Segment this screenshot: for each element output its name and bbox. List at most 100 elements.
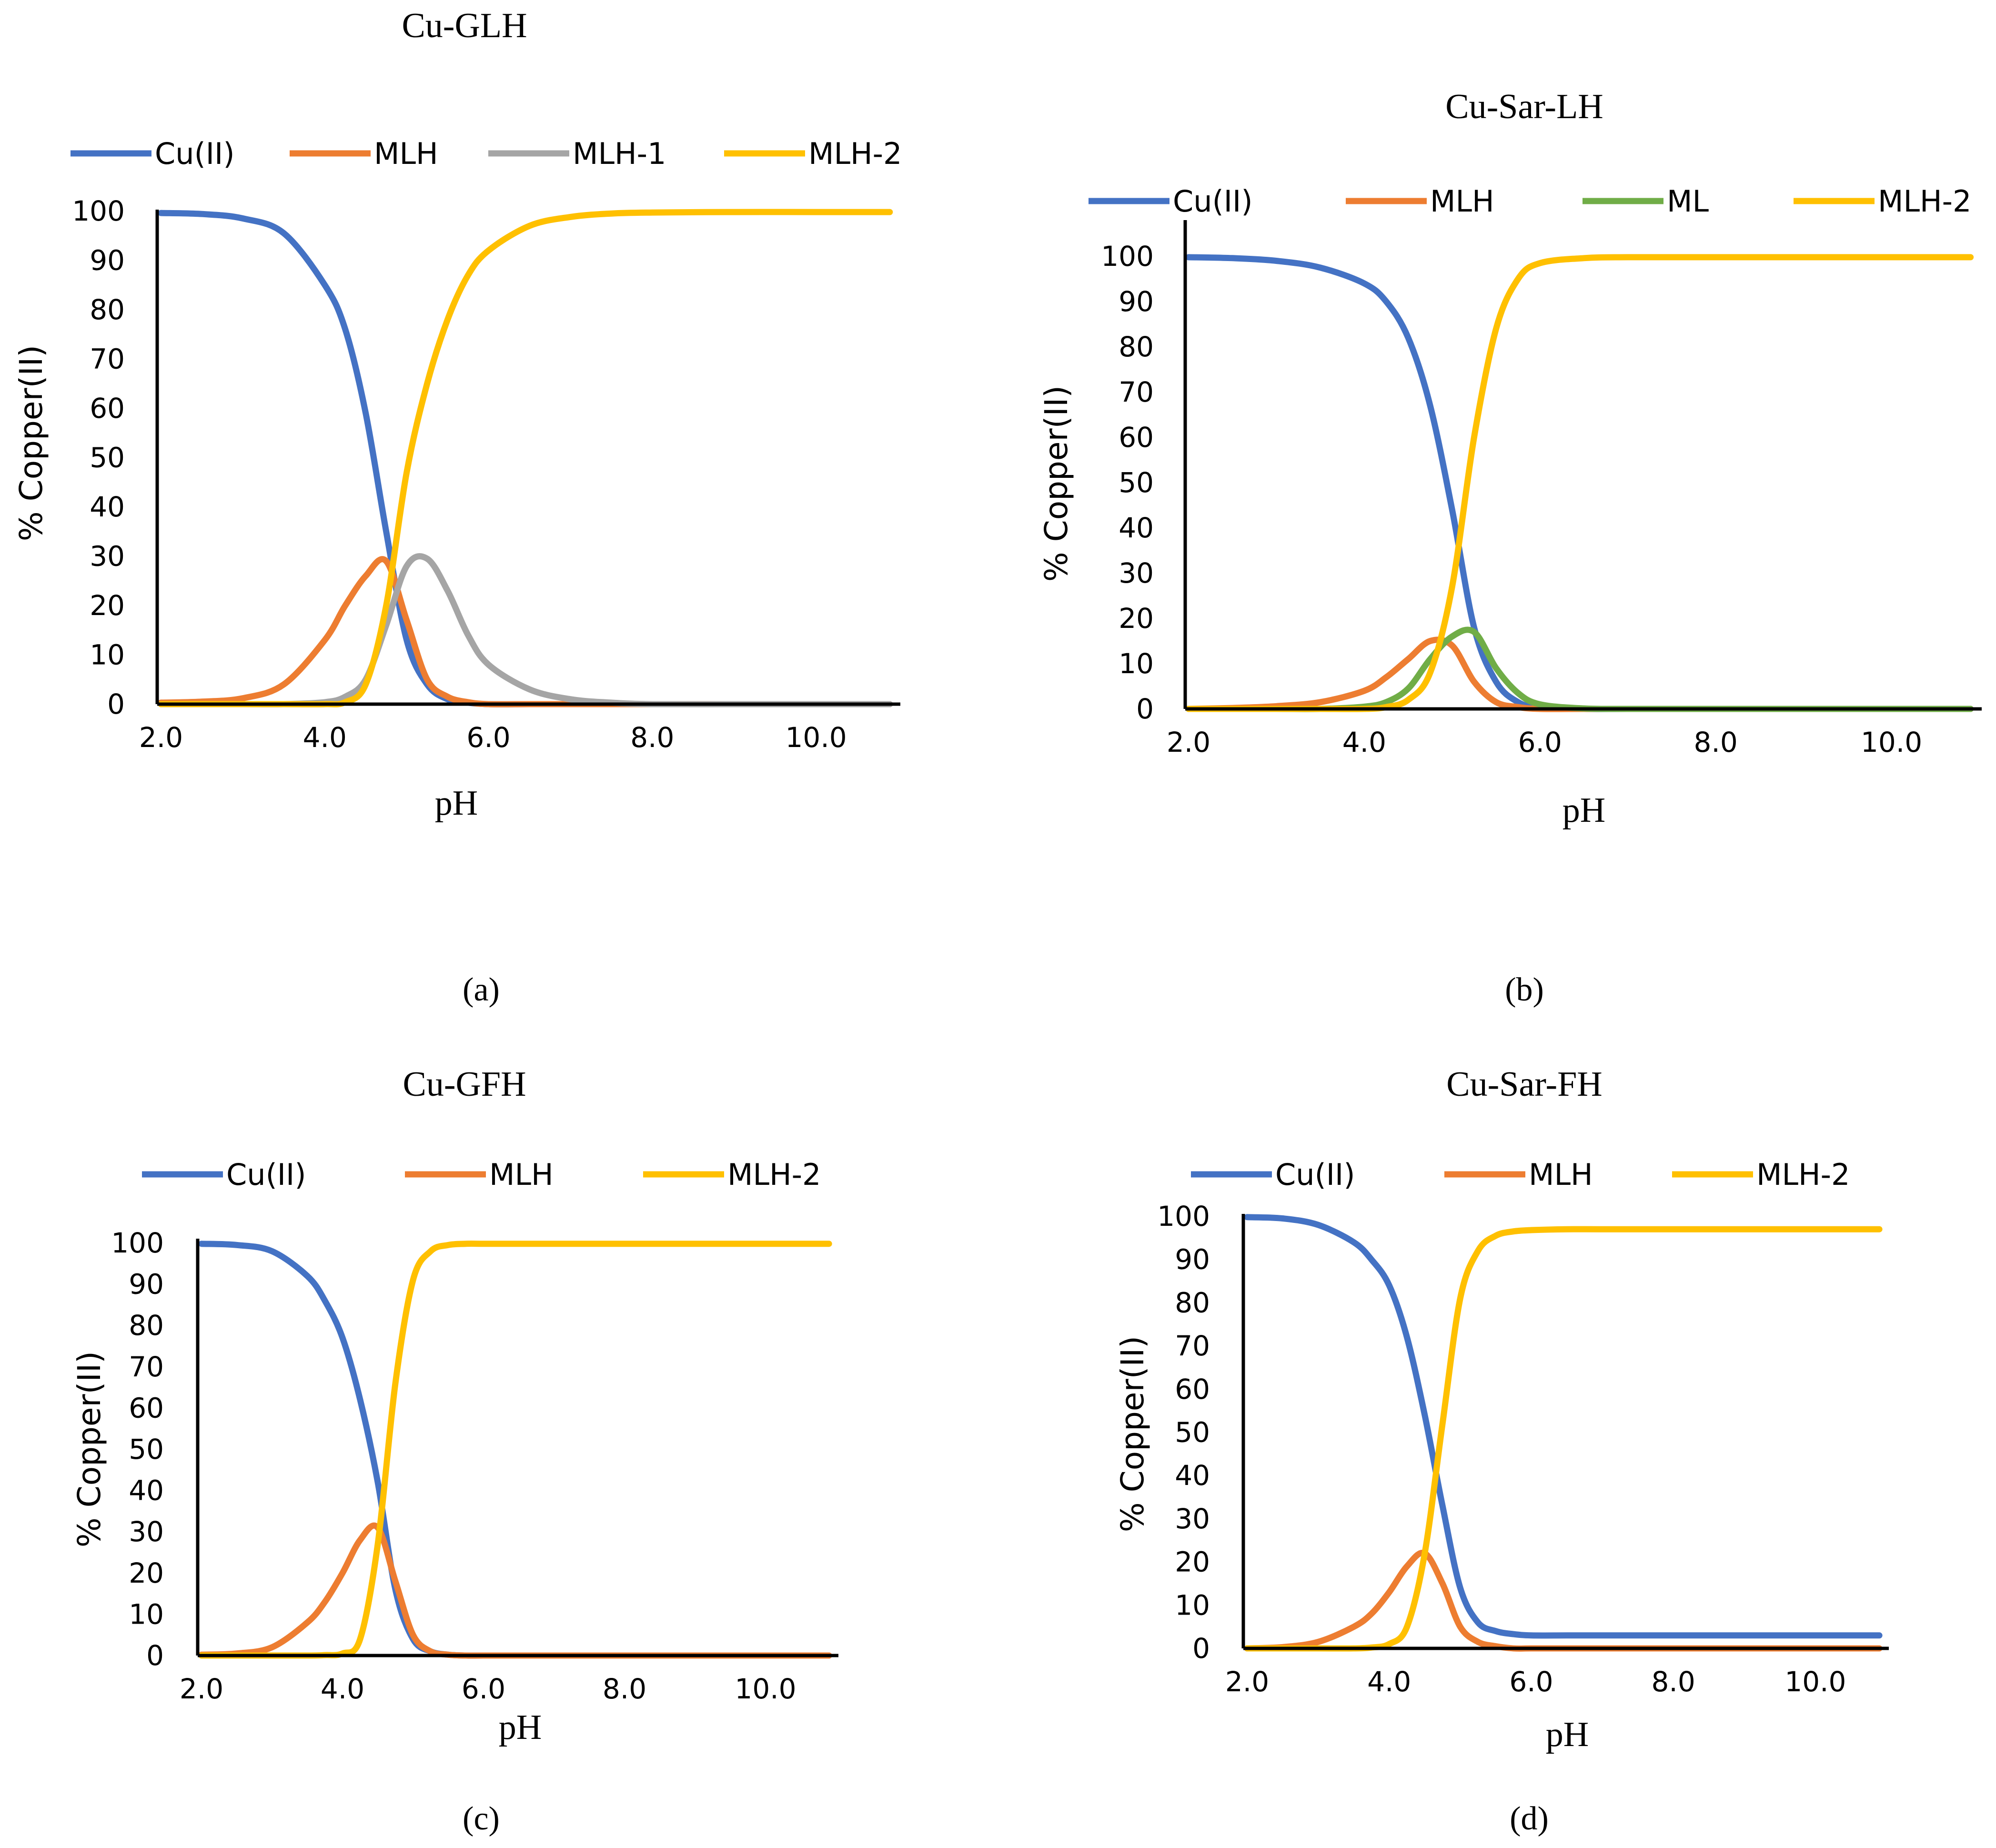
- y-tick-label: 0: [1192, 1632, 1210, 1665]
- y-tick-label: 80: [90, 293, 125, 326]
- series-line-mlh: [1185, 636, 1974, 712]
- y-tick-label: 10: [129, 1598, 164, 1630]
- y-tick-labels: 0 10 20 30 40 50 60 70 80 90 100: [1157, 1200, 1210, 1665]
- legend-label-mlh-2: MLH-2: [1878, 184, 1971, 219]
- chart-title: Cu-GFH: [403, 1065, 526, 1104]
- x-tick-labels: 2.0 4.0 6.0 8.0 10.0: [139, 721, 847, 754]
- y-tick-label: 30: [90, 540, 125, 573]
- y-tick-label: 60: [129, 1392, 164, 1424]
- series-line-cu-ii: [158, 210, 893, 707]
- y-tick-label: 0: [146, 1639, 164, 1672]
- panel-caption: (a): [463, 971, 500, 1008]
- x-tick-label: 10.0: [786, 721, 847, 754]
- y-tick-label: 70: [1175, 1330, 1210, 1362]
- legend-label-cu-ii: Cu(II): [155, 136, 235, 171]
- x-tick-label: 10.0: [1784, 1666, 1846, 1698]
- series-line-cu-ii: [198, 1241, 832, 1659]
- series-line-ml: [1185, 626, 1974, 712]
- legend-label-cu-ii: Cu(II): [1173, 184, 1253, 219]
- x-tick-label: 2.0: [1167, 726, 1210, 758]
- y-tick-label: 80: [1119, 331, 1154, 363]
- y-tick-label: 20: [129, 1557, 164, 1589]
- y-tick-label: 40: [1119, 512, 1154, 544]
- y-tick-label: 80: [1175, 1286, 1210, 1319]
- y-tick-label: 50: [90, 442, 125, 474]
- series-lines: [1244, 1214, 1883, 1652]
- y-tick-label: 50: [1175, 1416, 1210, 1449]
- x-tick-label: 6.0: [1518, 726, 1562, 758]
- legend-label-mlh: MLH: [1529, 1157, 1593, 1192]
- legend-label-ml: ML: [1667, 184, 1709, 219]
- x-tick-label: 8.0: [1694, 726, 1738, 758]
- y-tick-label: 70: [1119, 376, 1154, 408]
- panel-caption: (c): [463, 1800, 500, 1837]
- x-tick-label: 6.0: [466, 721, 510, 754]
- chart-title: Cu-GLH: [402, 6, 527, 45]
- series-lines: [158, 209, 893, 707]
- x-axis-label: pH: [1563, 791, 1605, 830]
- y-tick-label: 90: [1119, 285, 1154, 318]
- y-tick-label: 90: [1175, 1243, 1210, 1276]
- y-tick-label: 100: [1157, 1200, 1210, 1232]
- y-tick-label: 10: [1175, 1589, 1210, 1621]
- y-axis-label: % Copper(II): [71, 1351, 108, 1547]
- legend-label-mlh: MLH: [489, 1157, 554, 1192]
- y-tick-label: 30: [1175, 1503, 1210, 1535]
- series-line-mlh-2: [158, 209, 893, 707]
- y-axis-label: % Copper(II): [1038, 385, 1075, 582]
- y-tick-label: 70: [90, 343, 125, 375]
- y-tick-label: 100: [72, 195, 125, 227]
- y-tick-label: 80: [129, 1309, 164, 1342]
- y-tick-label: 10: [1119, 647, 1154, 680]
- legend-label-mlh-1: MLH-1: [573, 136, 666, 171]
- y-tick-label: 100: [111, 1227, 164, 1259]
- y-tick-label: 40: [90, 491, 125, 523]
- x-tick-label: 2.0: [1225, 1666, 1269, 1698]
- chart-panel-c: Cu-GFH Cu(II) MLH MLH-2 % Copper(II) pH …: [71, 1065, 838, 1837]
- series-lines: [198, 1241, 832, 1659]
- x-tick-label: 10.0: [735, 1673, 796, 1705]
- y-tick-label: 100: [1101, 240, 1154, 273]
- legend: Cu(II) MLH MLH-2: [142, 1157, 821, 1192]
- legend: Cu(II) MLH ML MLH-2: [1089, 184, 1971, 219]
- chart-title: Cu-Sar-LH: [1445, 87, 1603, 126]
- legend-label-mlh-2: MLH-2: [727, 1157, 821, 1192]
- series-lines: [1185, 254, 1974, 712]
- x-tick-label: 2.0: [180, 1673, 223, 1705]
- x-axis-label: pH: [435, 784, 478, 823]
- y-tick-label: 50: [1119, 466, 1154, 499]
- legend-label-mlh: MLH: [374, 136, 438, 171]
- y-tick-label: 60: [1175, 1373, 1210, 1405]
- x-tick-labels: 2.0 4.0 6.0 8.0 10.0: [180, 1673, 796, 1705]
- y-tick-label: 0: [107, 688, 125, 720]
- x-tick-label: 10.0: [1861, 726, 1922, 758]
- series-line-mlh-2: [1185, 254, 1974, 712]
- x-axis-label: pH: [499, 1708, 542, 1747]
- series-line-mlh-2: [198, 1241, 832, 1659]
- x-tick-label: 2.0: [139, 721, 183, 754]
- legend-label-mlh: MLH: [1430, 184, 1494, 219]
- x-tick-label: 6.0: [1509, 1666, 1553, 1698]
- y-tick-label: 30: [129, 1515, 164, 1548]
- y-tick-labels: 0 10 20 30 40 50 60 70 80 90 100: [1101, 240, 1154, 725]
- y-tick-label: 90: [90, 244, 125, 277]
- chart-panel-d: Cu-Sar-FH Cu(II) MLH MLH-2 % Copper(II) …: [1114, 1065, 1889, 1837]
- legend: Cu(II) MLH MLH-1 MLH-2: [71, 136, 902, 171]
- y-tick-label: 20: [1175, 1546, 1210, 1578]
- x-tick-labels: 2.0 4.0 6.0 8.0 10.0: [1167, 726, 1922, 758]
- y-tick-label: 60: [1119, 421, 1154, 454]
- legend-label-cu-ii: Cu(II): [1275, 1157, 1355, 1192]
- x-tick-label: 8.0: [603, 1673, 646, 1705]
- y-tick-labels: 0 10 20 30 40 50 60 70 80 90 100: [111, 1227, 164, 1672]
- y-tick-label: 40: [129, 1474, 164, 1507]
- y-axis-label: % Copper(II): [1114, 1336, 1151, 1532]
- x-tick-label: 4.0: [303, 721, 347, 754]
- x-tick-label: 4.0: [1367, 1666, 1411, 1698]
- x-axis-label: pH: [1546, 1715, 1589, 1754]
- series-line-mlh-2: [1244, 1226, 1883, 1652]
- y-tick-label: 90: [129, 1268, 164, 1301]
- x-tick-label: 6.0: [462, 1673, 505, 1705]
- chart-panel-b: Cu-Sar-LH Cu(II) MLH ML MLH-2 % Copper(I…: [1038, 87, 1982, 1008]
- y-axis-label: % Copper(II): [13, 345, 50, 541]
- y-tick-label: 70: [129, 1351, 164, 1383]
